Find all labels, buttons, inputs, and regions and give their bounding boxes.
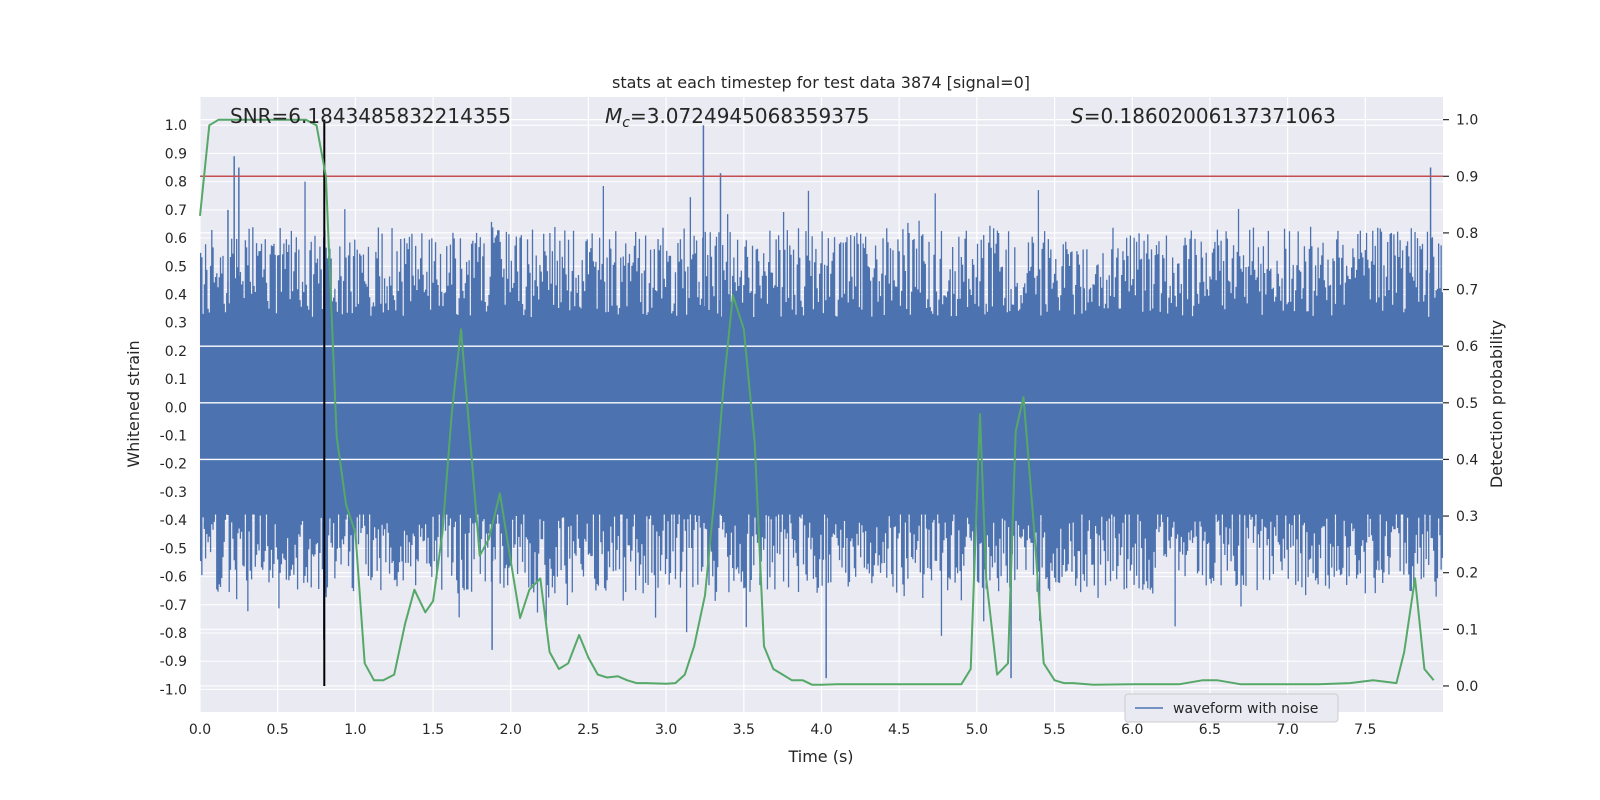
y2-axis-label: Detection probability [1487,320,1506,488]
y-tick-label: 1.0 [165,118,187,134]
x-tick-label: 6.5 [1199,722,1221,738]
y-tick-label: 0.6 [165,231,187,247]
legend-box [1124,693,1339,723]
y-tick-label: -1.0 [160,682,187,698]
y-tick-label: 0.8 [165,175,187,191]
y-tick-label: 0.7 [165,203,187,219]
x-tick-label: 7.5 [1354,722,1376,738]
x-axis-label: Time (s) [787,747,853,766]
y-tick-label: 0.4 [165,287,187,303]
mc-annotation: Mc=3.0724945068359375 [605,104,869,131]
legend-label-waveform: waveform with noise [1173,701,1318,717]
y-tick-label: 0.1 [165,372,187,388]
y-tick-label: -0.2 [160,457,187,473]
y-tick-label: -0.4 [160,513,187,529]
y-axis-ticks: -1.0 -0.9 -0.8 -0.7 -0.6 -0.5 -0.4 -0.3 -0.2 -0.1… [160,118,187,698]
y-tick-label: 0.5 [165,259,187,275]
y2-tick-label: 0.9 [1456,169,1478,185]
y2-tick-label: 1.0 [1456,113,1478,129]
s-value: =0.18602006137371063 [1084,104,1336,128]
y-tick-label: 0.2 [165,344,187,360]
x-tick-label: 2.5 [577,722,599,738]
y2-tick-label: 0.6 [1456,339,1478,355]
y2-tick-label: 0.2 [1456,566,1478,582]
y-axis-label: Whitened strain [124,340,143,467]
x-tick-label: 5.0 [966,722,988,738]
y-tick-label: -0.5 [160,541,187,557]
x-tick-label: 6.0 [1121,722,1143,738]
y2-tick-label: 0.7 [1456,283,1478,299]
chart-title: stats at each timestep for test data 387… [612,73,1030,92]
y-tick-label: 0.3 [165,316,187,332]
x-tick-label: 1.0 [344,722,366,738]
x-tick-label: 1.5 [422,722,444,738]
y2-tick-label: 0.0 [1456,679,1478,695]
y2-tick-label: 0.3 [1456,509,1478,525]
y2-tick-label: 0.5 [1456,396,1478,412]
mc-value: =3.0724945068359375 [630,104,869,128]
y2-tick-label: 0.8 [1456,226,1478,242]
x-tick-label: 3.0 [655,722,677,738]
x-axis-ticks: 0.0 0.5 1.0 1.5 2.0 2.5 3.0 3.5 4.0 4.5 5.0 5.5 6.0 6… [189,722,1377,738]
mc-symbol: M [605,104,622,128]
y-tick-label: 0.0 [165,400,187,416]
strain-series [199,125,1444,679]
x-tick-label: 0.0 [189,722,211,738]
x-tick-label: 4.5 [888,722,910,738]
y-tick-label: -0.9 [160,654,187,670]
mc-subscript: c [622,115,630,131]
s-annotation: S=0.18602006137371063 [1071,104,1336,128]
y-tick-label: -0.1 [160,429,187,445]
x-tick-label: 2.0 [500,722,522,738]
detection-probability-line [199,118,1435,686]
y-tick-label: -0.7 [160,598,187,614]
x-tick-label: 7.0 [1276,722,1298,738]
y-tick-label: -0.3 [160,485,187,501]
y-tick-label: -0.6 [160,570,187,586]
waveform-core [200,322,1443,515]
y2-tick-label: 0.1 [1456,622,1478,638]
y-tick-label: -0.8 [160,626,187,642]
x-tick-label: 5.5 [1043,722,1065,738]
probability-series [199,118,1443,686]
y-tick-label: 0.9 [165,146,187,162]
x-tick-label: 0.5 [267,722,289,738]
y2-axis-ticks: 0.0 0.1 0.2 0.3 0.4 0.5 0.6 0.7 0.8 0.9 1.0 [1443,113,1478,695]
x-tick-label: 4.0 [810,722,832,738]
legend: waveform with noise [1124,693,1339,723]
snr-annotation: SNR=6.1843485832214355 [230,104,511,128]
y2-tick-label: 0.4 [1456,452,1478,468]
s-symbol: S [1071,104,1084,128]
x-tick-label: 3.5 [733,722,755,738]
